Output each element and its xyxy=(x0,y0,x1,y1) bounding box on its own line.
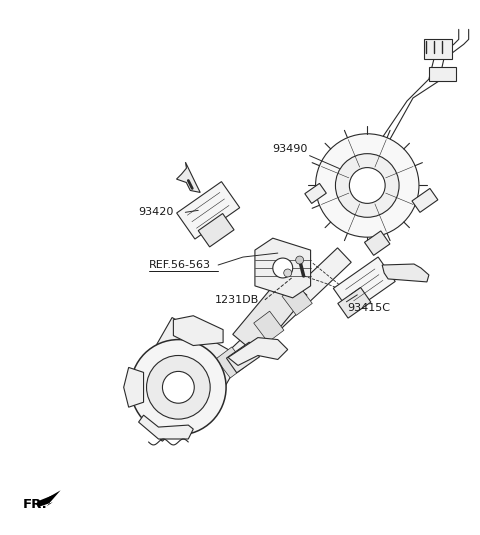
Circle shape xyxy=(349,167,385,203)
Bar xyxy=(149,248,351,441)
Circle shape xyxy=(162,371,194,403)
Text: 1231DB: 1231DB xyxy=(215,295,259,305)
Circle shape xyxy=(131,340,226,435)
Polygon shape xyxy=(255,238,311,298)
Polygon shape xyxy=(424,40,452,59)
Text: 93490: 93490 xyxy=(272,144,307,154)
Bar xyxy=(364,231,390,255)
Text: FR.: FR. xyxy=(23,498,48,511)
Circle shape xyxy=(296,256,304,264)
Circle shape xyxy=(146,355,210,419)
Bar xyxy=(412,188,438,212)
Circle shape xyxy=(336,154,399,217)
Polygon shape xyxy=(177,162,200,193)
Bar xyxy=(333,257,395,313)
Polygon shape xyxy=(38,490,60,507)
Bar xyxy=(216,347,246,378)
Bar xyxy=(155,317,241,387)
Circle shape xyxy=(315,134,419,237)
Bar xyxy=(178,383,208,414)
Bar xyxy=(338,287,371,318)
Text: 93415C: 93415C xyxy=(348,303,390,313)
Polygon shape xyxy=(139,415,193,439)
Bar xyxy=(254,311,284,342)
Text: 93420: 93420 xyxy=(139,208,174,217)
Polygon shape xyxy=(173,316,223,346)
Bar xyxy=(305,184,326,203)
Bar xyxy=(198,213,234,247)
Text: REF.56-563: REF.56-563 xyxy=(148,260,211,270)
Bar xyxy=(177,181,240,239)
Bar xyxy=(227,342,260,373)
Polygon shape xyxy=(429,67,456,81)
Bar xyxy=(233,274,307,355)
Polygon shape xyxy=(228,338,288,365)
Polygon shape xyxy=(124,368,144,407)
Circle shape xyxy=(284,269,292,277)
Polygon shape xyxy=(382,264,429,282)
Bar xyxy=(282,284,312,315)
Circle shape xyxy=(273,258,293,278)
